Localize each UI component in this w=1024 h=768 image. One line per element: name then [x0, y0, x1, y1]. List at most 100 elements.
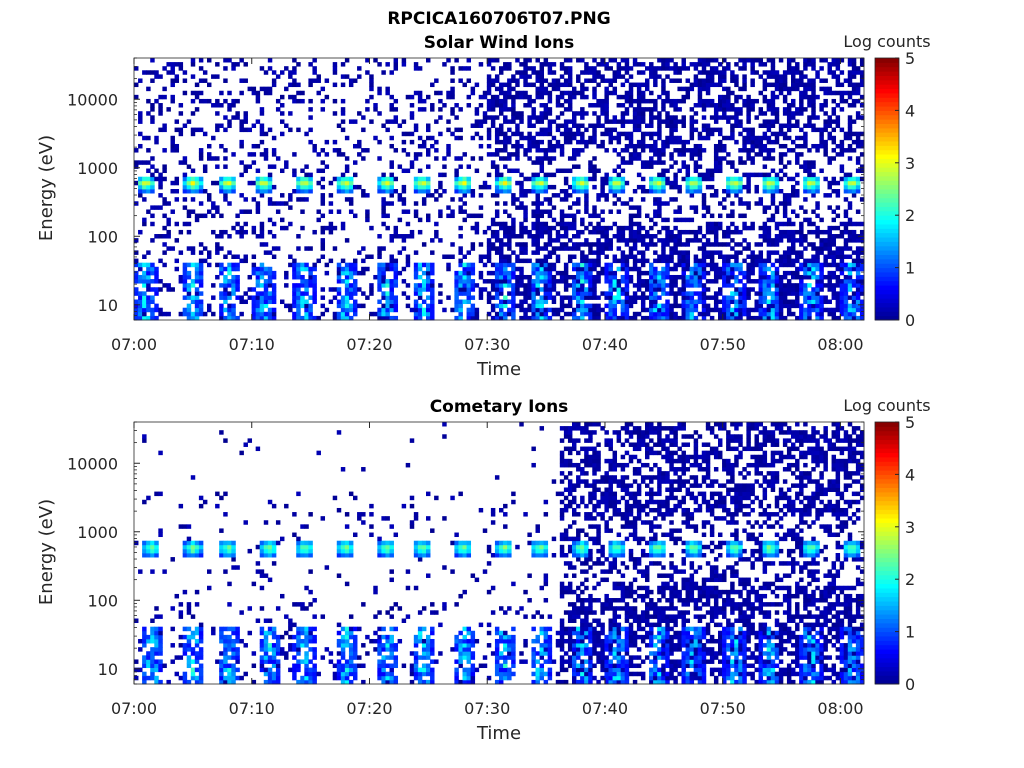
heatmap-cell [150, 189, 155, 194]
heatmap-cell [681, 66, 686, 71]
heatmap-cell [499, 303, 504, 309]
heatmap-cell [450, 111, 455, 116]
heatmap-cell [653, 189, 658, 194]
heatmap-cell [657, 279, 662, 284]
heatmap-cell [259, 225, 265, 231]
heatmap-cell [624, 262, 630, 268]
heatmap-cell [381, 307, 386, 313]
heatmap-cell [669, 66, 674, 71]
heatmap-cell [166, 201, 171, 206]
heatmap-cell [612, 86, 618, 92]
heatmap-cell [519, 279, 524, 284]
heatmap-cell [576, 78, 581, 83]
heatmap-cell [580, 180, 585, 186]
heatmap-cell [685, 274, 691, 280]
heatmap-cell [454, 270, 459, 276]
heatmap-cell [426, 311, 431, 317]
heatmap-cell [519, 266, 524, 272]
heatmap-cell [377, 139, 382, 145]
heatmap-cell [709, 295, 715, 300]
heatmap-cell [827, 299, 832, 305]
heatmap-cell [284, 160, 289, 165]
heatmap-cell [499, 315, 504, 321]
heatmap-cell [726, 266, 731, 272]
heatmap-cell [417, 135, 423, 141]
heatmap-cell [750, 103, 755, 108]
heatmap-cell [490, 58, 496, 63]
heatmap-cell [718, 127, 723, 133]
heatmap-cell [766, 238, 772, 243]
heatmap-cell [823, 143, 828, 149]
heatmap-cell [134, 279, 139, 284]
heatmap-cell [734, 303, 739, 309]
heatmap-cell [134, 238, 139, 243]
heatmap-cell [859, 262, 865, 268]
heatmap-cell [855, 221, 861, 227]
heatmap-cell [640, 262, 646, 268]
heatmap-cell [470, 295, 476, 300]
heatmap-cell [770, 283, 776, 288]
heatmap-cell [490, 98, 496, 104]
heatmap-cell [815, 143, 820, 149]
heatmap-cell [344, 287, 350, 292]
heatmap-cell [547, 66, 553, 71]
heatmap-cell [588, 221, 593, 227]
heatmap-cell [673, 238, 678, 243]
heatmap-cell [547, 62, 553, 67]
heatmap-cell [831, 250, 837, 255]
heatmap-cell [713, 234, 719, 239]
heatmap-cell [616, 119, 622, 124]
heatmap-cell [734, 74, 739, 79]
heatmap-cell [600, 62, 605, 67]
heatmap-cell [263, 270, 269, 276]
heatmap-cell [190, 315, 196, 321]
heatmap-cell [859, 152, 865, 157]
heatmap-cell [803, 82, 808, 88]
heatmap-cell [811, 242, 816, 247]
heatmap-cell [839, 152, 845, 157]
heatmap-cell [275, 201, 281, 206]
heatmap-cell [494, 168, 500, 174]
heatmap-cell [669, 279, 674, 284]
heatmap-cell [255, 143, 261, 149]
heatmap-cell [523, 66, 528, 71]
heatmap-cell [499, 283, 504, 288]
heatmap-cell [855, 274, 861, 280]
heatmap-cell [620, 176, 626, 182]
heatmap-cell [827, 135, 832, 141]
heatmap-cell [851, 307, 857, 313]
heatmap-cell [458, 258, 463, 264]
heatmap-cell [490, 287, 496, 292]
heatmap-cell [624, 270, 630, 276]
heatmap-cell [859, 115, 865, 120]
heatmap-cell [608, 176, 613, 182]
heatmap-cell [567, 299, 573, 305]
heatmap-cell [158, 205, 163, 210]
heatmap-cell [681, 295, 686, 300]
heatmap-cell [803, 234, 808, 239]
heatmap-cell [170, 287, 175, 292]
heatmap-cell [726, 242, 731, 247]
heatmap-cell [567, 254, 573, 259]
heatmap-cell [474, 168, 480, 174]
heatmap-cell [271, 164, 277, 169]
heatmap-cell [746, 156, 751, 161]
heatmap-cell [507, 311, 512, 317]
heatmap-cell [730, 209, 735, 214]
heatmap-cell [600, 74, 605, 79]
heatmap-cell [713, 270, 719, 276]
heatmap-cell [592, 274, 597, 280]
heatmap-cell [430, 299, 435, 305]
heatmap-cell [847, 307, 853, 313]
heatmap-cell [823, 258, 828, 264]
heatmap-cell [178, 131, 184, 137]
heatmap-cell [174, 62, 180, 67]
heatmap-cell [750, 82, 755, 88]
heatmap-cell [166, 246, 171, 251]
heatmap-cell [709, 307, 715, 313]
heatmap-cell [182, 197, 188, 202]
heatmap-cell [766, 123, 772, 128]
heatmap-cell [640, 131, 646, 137]
heatmap-cell [592, 74, 597, 79]
heatmap-cell [823, 307, 828, 313]
